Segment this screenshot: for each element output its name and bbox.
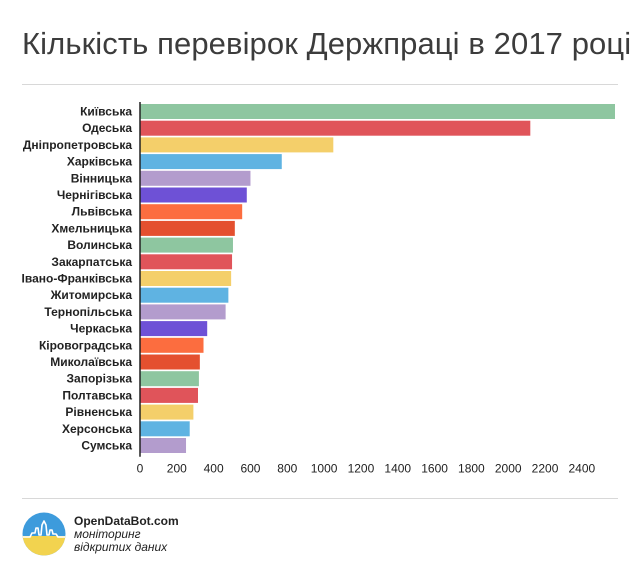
bar [140,104,615,119]
bar [140,421,190,437]
bar [140,287,229,303]
bar [140,254,233,270]
bar [140,371,199,387]
x-tick-label: 400 [204,462,224,476]
bar [140,321,208,337]
category-label: Хмельницька [51,221,132,235]
title-divider [22,84,618,85]
brand-tagline-2: відкритих даних [74,540,168,554]
bar [140,120,531,136]
bar [140,154,282,170]
x-tick-label: 2400 [569,462,596,476]
x-tick-label: 0 [137,462,144,476]
bar [140,170,251,186]
x-tick-label: 1000 [311,462,338,476]
category-label: Сумська [81,439,132,453]
category-label: Київська [80,105,132,119]
category-label: Волинська [67,238,132,252]
category-label: Вінницька [71,171,133,185]
x-tick-label: 2000 [495,462,522,476]
bar [140,387,198,403]
category-label: Запорізька [67,372,133,386]
category-label: Миколаївська [50,355,132,369]
category-label: Житомирська [50,288,133,302]
bar-chart: Київська Одеська Дніпропетровська Харківськ… [22,102,615,476]
x-tick-label: 1400 [384,462,411,476]
category-label: Тернопільська [44,305,132,319]
brand-tagline-1: моніторинг [74,527,141,541]
category-label: Рівненська [65,405,132,419]
bar [140,354,200,370]
bar [140,304,226,320]
chart-title: Кількість перевірок Держпраці в 2017 роц… [22,26,632,61]
bar [140,438,187,453]
x-tick-label: 800 [277,462,297,476]
bar [140,271,232,286]
category-label: Івано-Франківська [22,272,133,286]
bar [140,204,243,220]
category-label: Одеська [82,121,132,135]
category-label: Дніпропетровська [23,138,132,152]
bar [140,187,247,203]
sun-city-logo-icon [22,512,66,556]
category-label: Харківська [67,155,132,169]
category-label: Херсонська [62,422,132,436]
bar [140,237,233,253]
category-label: Полтавська [62,388,132,402]
x-tick-label: 600 [240,462,260,476]
x-tick-label: 2200 [532,462,559,476]
bar [140,337,204,353]
category-label: Черкаська [70,322,132,336]
category-label: Кіровоградська [39,338,132,352]
category-label: Львівська [72,205,133,219]
x-tick-label: 200 [167,462,187,476]
x-tick-label: 1600 [421,462,448,476]
footer-divider [22,498,618,499]
x-tick-label: 1800 [458,462,485,476]
brand-name[interactable]: OpenDataBot.com [74,514,179,528]
bar [140,404,194,420]
category-label: Чернігівська [57,188,132,202]
bar [140,137,334,153]
brand-block[interactable]: OpenDataBot.com моніторинг відкритих дан… [22,512,179,556]
bar [140,220,235,236]
category-label: Закарпатська [51,255,132,269]
x-tick-label: 1200 [348,462,375,476]
